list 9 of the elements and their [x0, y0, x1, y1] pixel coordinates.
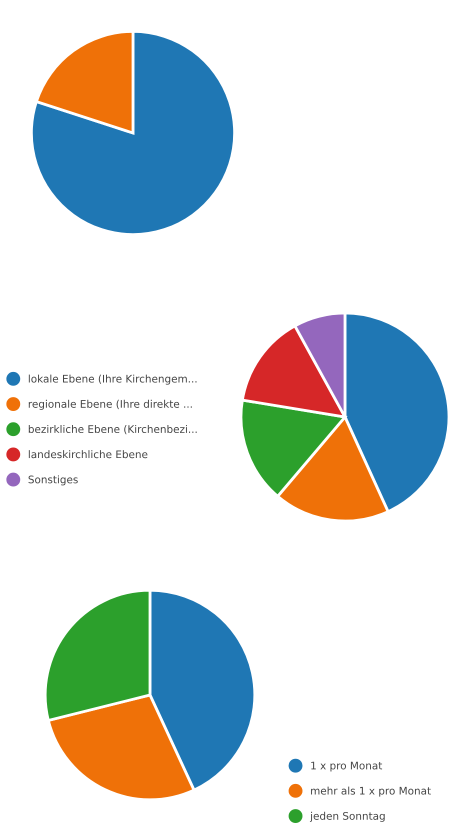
legend-label: regionale Ebene (Ihre direkte ... — [28, 400, 192, 410]
pie-slice — [30, 30, 236, 236]
legend-label: landeskirchliche Ebene — [28, 450, 148, 458]
legend-label: lokale Ebene (Ihre Kirchengem... — [28, 374, 197, 385]
legend-label: bezirkliche Ebene (Kirchenbezi... — [28, 424, 197, 434]
legend-label: jeden Sonntag — [310, 812, 385, 822]
legend-label: 1 x pro Monat — [311, 762, 382, 772]
legend-label: mehr als 1 x pro Monat — [311, 786, 431, 797]
legend-label: Sonstiges — [28, 475, 78, 486]
